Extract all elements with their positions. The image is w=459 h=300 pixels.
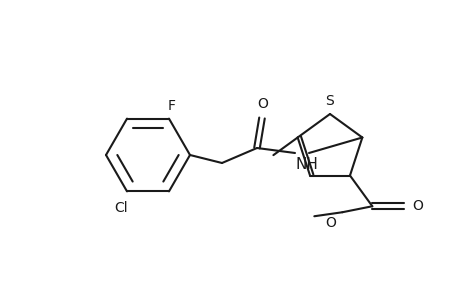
Text: Cl: Cl — [114, 201, 128, 215]
Text: NH: NH — [295, 157, 318, 172]
Text: O: O — [257, 97, 268, 111]
Text: O: O — [325, 216, 336, 230]
Text: O: O — [411, 199, 422, 213]
Text: S: S — [325, 94, 334, 108]
Text: F: F — [168, 99, 176, 112]
